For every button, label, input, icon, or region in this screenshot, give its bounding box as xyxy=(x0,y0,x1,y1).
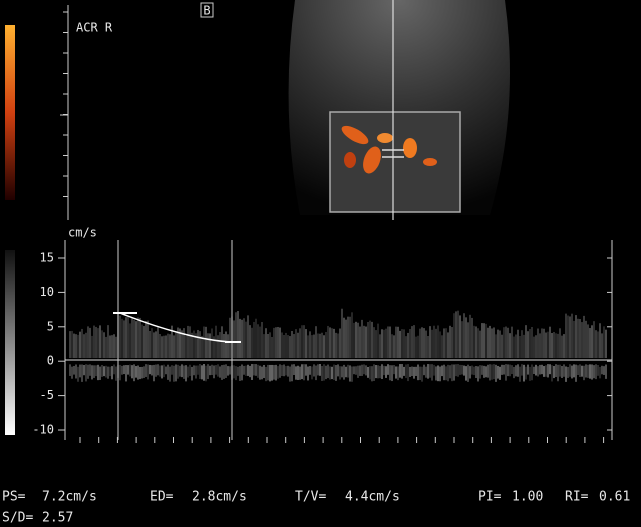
doppler-spectrum xyxy=(70,309,606,382)
velocity-tick-label: -5 xyxy=(40,388,54,402)
gray-scale-bar xyxy=(5,250,15,435)
measurement-label: PS= xyxy=(2,490,26,505)
color-scale-bar xyxy=(5,25,15,200)
velocity-tick-label: 0 xyxy=(47,354,54,368)
measurement-value: 2.57 xyxy=(42,511,73,526)
velocity-tick-label: 10 xyxy=(40,285,54,299)
measurement-value: 7.2cm/s xyxy=(42,490,97,505)
velocity-tick-label: -10 xyxy=(32,423,54,437)
measurement-value: 2.8cm/s xyxy=(192,490,247,505)
velocity-tick-label: 15 xyxy=(40,251,54,265)
measurement-value: 1.00 xyxy=(512,490,543,505)
depth-ticks xyxy=(60,12,68,197)
ultrasound-screen: ACR R B cm/s 15 10 5 0 -5 -10 PS= 7.2cm/s ED= 2.… xyxy=(0,0,641,527)
measurement-label: PI= xyxy=(478,490,502,505)
measurement-label: S/D= xyxy=(2,511,33,526)
marker-label: B xyxy=(203,4,210,18)
measurement-label: T/V= xyxy=(295,490,326,505)
measurement-label: RI= xyxy=(565,490,589,505)
measurement-label: ED= xyxy=(150,490,174,505)
measurement-value: 4.4cm/s xyxy=(345,490,400,505)
velocity-unit: cm/s xyxy=(68,226,97,240)
probe-label: ACR R xyxy=(76,21,113,35)
measurement-value: 0.61 xyxy=(599,490,630,505)
velocity-tick-label: 5 xyxy=(47,319,54,333)
